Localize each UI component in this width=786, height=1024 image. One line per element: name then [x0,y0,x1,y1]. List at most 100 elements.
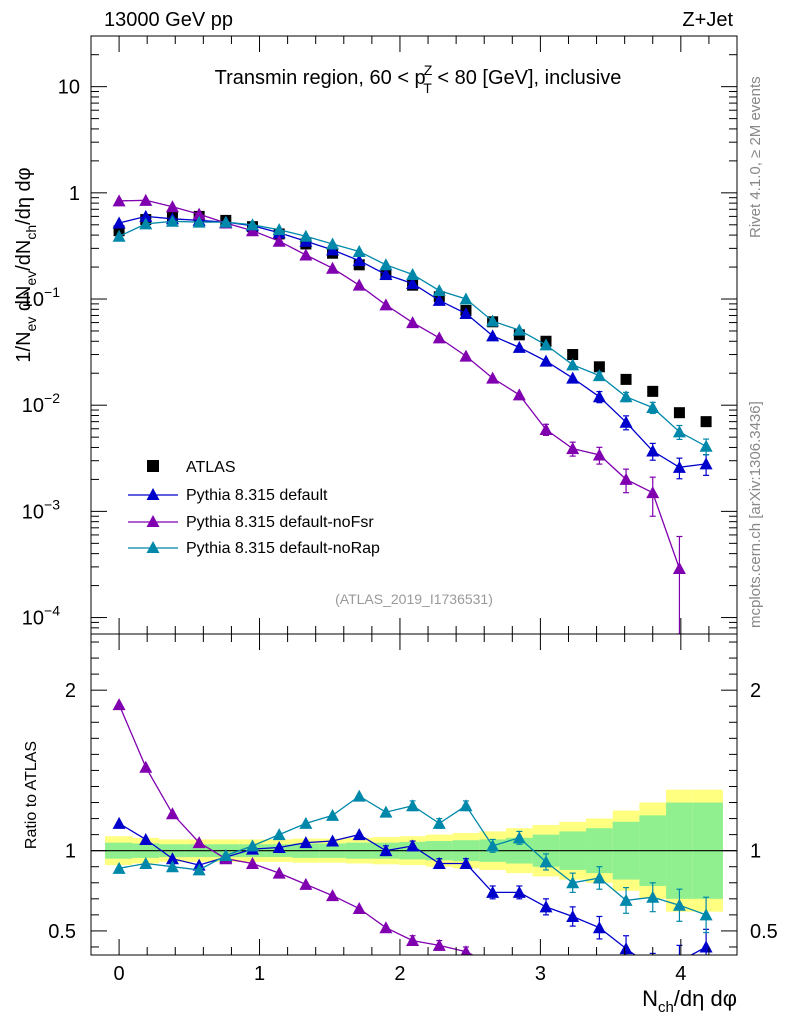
series-point-1 [432,293,446,306]
series-point-2 [672,561,686,574]
series-point-1 [566,371,580,384]
ylabel-a: 1/N [13,331,35,362]
ylabel-b: dN [13,286,35,317]
series-point-1 [699,457,713,470]
series-point-3 [646,401,660,414]
ratio-point-1 [112,698,126,711]
ratio-point-1 [406,934,420,947]
ratio-point-1 [165,807,179,820]
top-ytick-label: 10−1 [22,284,60,311]
top-ytick-exp: −4 [44,603,60,619]
top-ytick-label: 1 [69,183,80,205]
ratio-point-2 [566,876,580,889]
series-point-3 [486,314,500,327]
series-point-2 [352,278,366,291]
series-point-1 [406,277,420,290]
ratio-point-2 [592,871,606,884]
top-ytick-base: 10 [22,608,44,630]
series-point-1 [486,329,500,342]
ratio-point-1 [486,958,499,970]
ratio-point-0 [459,857,473,870]
ratio-point-2 [272,828,286,841]
series-point-3 [539,338,553,351]
ratio-point-2 [299,816,313,829]
series-point-2 [165,200,179,213]
ratio-point-2 [352,789,366,802]
series-point-3 [699,439,713,452]
title-sub: T [423,80,432,96]
atlas-point [673,407,685,419]
ylabel-c-sub: ch [23,225,39,240]
ratio-point-2 [165,860,179,873]
series-point-1 [352,254,366,267]
ratio-point-0 [512,885,526,898]
top-ytick-label: 10−4 [22,603,60,630]
series-point-1 [112,216,126,229]
series-point-2 [112,194,126,207]
bottom-xtick-label: 4 [675,963,686,985]
series-point-3 [192,215,206,228]
bottom-xlabel: Nch/dη dφ [642,986,737,1016]
xlabel-a: N [642,986,658,1011]
ratio-point-0 [486,885,500,898]
series-point-2 [512,388,526,401]
ratio-point-0 [646,961,659,973]
series-point-3 [139,217,153,230]
ratio-point-0 [139,832,153,845]
ratio-point-2 [406,799,420,812]
legend-label-norap: Pythia 8.315 default-noRap [186,540,380,557]
ratio-point-1 [326,889,340,902]
xlabel-b: /dη dφ [674,986,737,1011]
ylabel-c: /dN [13,240,35,271]
series-point-2 [619,472,633,485]
ratio-point-1 [139,760,153,773]
legend-label-atlas: ATLAS [186,459,236,476]
bottom-panel: 0.5 0.5 1 1 2 2 0 1 2 3 4 Ratio to ATLAS Nch/dη dφ [23,633,778,1016]
ratio-point-0 [592,921,606,934]
ratio-point-0 [326,834,340,847]
ratio-point-2 [219,848,233,861]
ratio-point-1 [299,877,313,890]
ratio-point-1 [272,866,286,879]
top-ytick-label: 10 [58,77,80,99]
bottom-xtick-label: 2 [394,963,405,985]
header-right: Z+Jet [682,9,733,31]
legend-marker-default [146,488,160,500]
series-point-2 [592,448,606,461]
bottom-xtick-label: 0 [114,963,125,985]
ratio-point-2 [539,855,553,868]
ratio-point-0 [299,836,313,849]
series-point-2 [139,193,153,206]
series-point-3 [112,229,126,242]
top-ylabel: 1/Nev dNev/dNch/dη dφ [13,167,39,362]
series-point-2 [326,261,340,274]
series-point-2 [459,349,473,362]
legend-entry-nofsr: Pythia 8.315 default-noFsr [128,514,374,531]
atlas-point [700,416,712,428]
legend-marker-atlas [147,460,159,472]
series-point-2 [272,234,286,247]
series-line-1 [118,215,707,468]
ratio-point-1 [593,981,606,993]
header-left: 13000 GeV pp [104,9,233,31]
series-point-3 [352,245,366,258]
top-ytick-exp: −1 [44,284,60,300]
ratio-point-0 [406,839,420,852]
ratio-point-0 [112,816,126,829]
series-point-1 [539,354,553,367]
series-point-2 [299,248,313,261]
series-point-2 [379,298,393,311]
ratio-point-2 [139,857,153,870]
series-point-3 [246,218,259,231]
ratio-point-1 [432,938,446,951]
series-point-3 [299,229,313,242]
bottom-frame [90,633,738,956]
series-point-1 [139,209,153,222]
series-point-1 [459,307,473,320]
top-ytick-exp: −2 [44,390,60,406]
top-ytick-exp: −3 [44,496,60,512]
ylabel-a-sub: ev [23,317,39,332]
series-point-2 [566,442,580,455]
title-sup: Z [424,62,433,78]
top-ytick-base: 10 [22,395,44,417]
